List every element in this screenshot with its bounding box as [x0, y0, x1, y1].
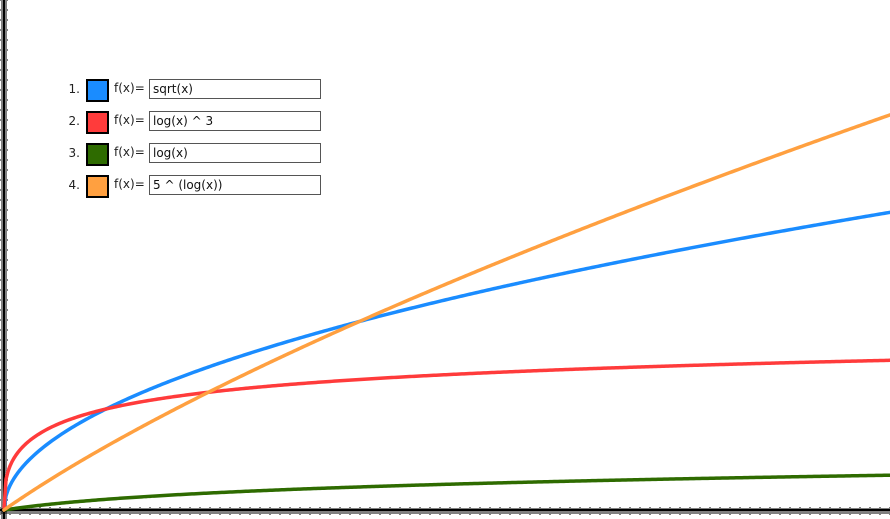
function-index: 1.: [68, 82, 80, 96]
function-index: 4.: [68, 178, 80, 192]
function-row-4: 4. f(x)=: [62, 174, 322, 198]
function-label: f(x)=: [114, 81, 145, 95]
function-index: 2.: [68, 114, 80, 128]
function-expression-input[interactable]: [149, 175, 321, 195]
function-label: f(x)=: [114, 177, 145, 191]
function-label: f(x)=: [114, 113, 145, 127]
function-expression-input[interactable]: [149, 111, 321, 131]
color-swatch-orange[interactable]: [86, 175, 109, 198]
function-row-1: 1. f(x)=: [62, 78, 322, 102]
x-axis-ticks: [0, 507, 890, 515]
color-swatch-blue[interactable]: [86, 79, 109, 102]
function-label: f(x)=: [114, 145, 145, 159]
log-curve: [2, 473, 890, 512]
function-expression-input[interactable]: [149, 143, 321, 163]
log-cubed-curve: [2, 358, 890, 512]
power-log-curve: [2, 113, 890, 512]
function-expression-input[interactable]: [149, 79, 321, 99]
color-swatch-red[interactable]: [86, 111, 109, 134]
function-row-3: 3. f(x)=: [62, 142, 322, 166]
sqrt-curve: [2, 210, 890, 512]
function-row-2: 2. f(x)=: [62, 110, 322, 134]
y-axis-ticks: [0, 0, 8, 519]
color-swatch-green[interactable]: [86, 143, 109, 166]
function-index: 3.: [68, 146, 80, 160]
